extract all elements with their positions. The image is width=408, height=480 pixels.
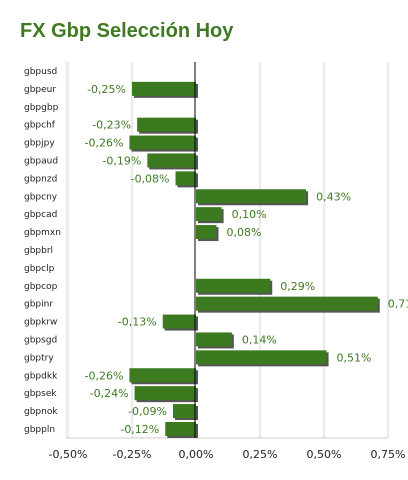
category-label: gbpeur bbox=[24, 85, 56, 95]
category-label: gbpcad bbox=[24, 210, 57, 220]
bar bbox=[134, 386, 196, 401]
value-label: 0,43% bbox=[316, 190, 351, 203]
x-tick-label: -0,25% bbox=[113, 448, 152, 461]
bar bbox=[137, 117, 196, 132]
value-label: -0,23% bbox=[92, 119, 131, 132]
value-label: 0,29% bbox=[280, 280, 315, 293]
value-label: -0,09% bbox=[128, 405, 167, 418]
value-label: -0,26% bbox=[85, 369, 124, 382]
bar bbox=[196, 332, 232, 347]
bar bbox=[147, 153, 196, 168]
value-labels: -0,25% -0,23% -0,26% -0,19% -0,08% 0,43% 0,10%… bbox=[85, 83, 408, 436]
category-label: gbpmxn bbox=[24, 228, 61, 238]
x-tick-label: 0,50% bbox=[307, 448, 342, 461]
x-tick-labels: -0,50% -0,25% 0,00% 0,25% 0,50% 0,75% bbox=[49, 448, 406, 461]
category-label: gbpbrl bbox=[24, 246, 53, 256]
category-label: gbpjpy bbox=[24, 139, 55, 149]
value-label: 0,51% bbox=[337, 351, 372, 364]
value-label: -0,19% bbox=[102, 154, 141, 167]
bar bbox=[162, 314, 196, 329]
category-label: gbpclp bbox=[24, 264, 55, 274]
value-label: 0,14% bbox=[242, 333, 277, 346]
category-label: gbpdkk bbox=[24, 371, 58, 381]
category-label: gbppln bbox=[24, 425, 55, 435]
category-label: gbptry bbox=[24, 353, 54, 363]
category-label: gbpnok bbox=[24, 407, 58, 417]
category-label: gbpcny bbox=[24, 192, 58, 202]
x-tick-label: -0,50% bbox=[49, 448, 88, 461]
bar bbox=[132, 81, 196, 96]
bar bbox=[129, 135, 196, 150]
category-label: gbpkrw bbox=[24, 318, 57, 328]
value-label: -0,08% bbox=[131, 172, 170, 185]
value-label: -0,26% bbox=[85, 137, 124, 150]
bar bbox=[172, 404, 196, 419]
bar bbox=[175, 171, 196, 186]
category-label: gbpaud bbox=[24, 156, 58, 166]
category-label: gbpnzd bbox=[24, 174, 57, 184]
value-label: 0,08% bbox=[226, 226, 261, 239]
bars bbox=[129, 81, 380, 438]
bar bbox=[196, 207, 222, 222]
value-label: -0,24% bbox=[90, 387, 129, 400]
category-label: gbpsek bbox=[24, 389, 57, 399]
value-label: 0,71 bbox=[388, 298, 408, 311]
bar bbox=[165, 421, 196, 436]
chart-title: FX Gbp Selección Hoy bbox=[20, 20, 234, 42]
bar bbox=[196, 278, 271, 293]
x-tick-label: 0,25% bbox=[243, 448, 278, 461]
value-label: 0,10% bbox=[232, 208, 267, 221]
value-label: -0,13% bbox=[118, 316, 157, 329]
category-labels: gbpusd gbpeur gbpgbp gbpchf gbpjpy gbpaud gbpn… bbox=[24, 67, 61, 435]
value-label: -0,25% bbox=[87, 83, 126, 96]
category-label: gbpcop bbox=[24, 282, 58, 292]
value-label: -0,12% bbox=[120, 423, 159, 436]
category-label: gbpusd bbox=[24, 67, 57, 77]
bar bbox=[196, 225, 217, 240]
x-tick-label: 0,00% bbox=[179, 448, 214, 461]
grid-lines bbox=[67, 62, 389, 438]
bar bbox=[196, 296, 378, 311]
category-label: gbpsgd bbox=[24, 335, 57, 345]
category-label: gbpinr bbox=[24, 300, 53, 310]
bar bbox=[196, 350, 327, 365]
x-tick-label: 0,75% bbox=[371, 448, 406, 461]
category-label: gbpgbp bbox=[24, 103, 59, 113]
category-label: gbpchf bbox=[24, 121, 56, 131]
bar bbox=[129, 368, 196, 383]
bar bbox=[196, 189, 307, 204]
